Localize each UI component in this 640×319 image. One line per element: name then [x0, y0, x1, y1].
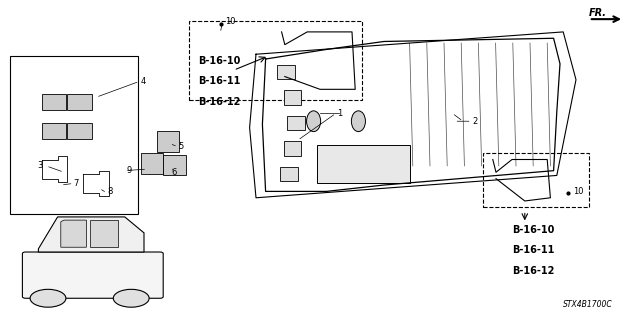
Circle shape — [30, 289, 66, 307]
Text: 7: 7 — [74, 179, 79, 188]
Text: B-16-10: B-16-10 — [198, 56, 241, 66]
Circle shape — [113, 289, 149, 307]
Bar — [67, 123, 92, 139]
Text: 8: 8 — [107, 187, 112, 196]
Bar — [163, 155, 186, 175]
Text: 5: 5 — [178, 142, 183, 151]
Text: 2: 2 — [472, 117, 477, 126]
Bar — [157, 131, 179, 152]
Text: 10: 10 — [225, 17, 236, 26]
Text: B-16-10: B-16-10 — [512, 225, 554, 235]
Bar — [287, 116, 305, 130]
Bar — [284, 90, 301, 105]
Text: B-16-11: B-16-11 — [512, 245, 554, 256]
Ellipse shape — [351, 111, 365, 132]
Polygon shape — [90, 220, 118, 247]
Text: B-16-11: B-16-11 — [198, 76, 241, 86]
Text: 10: 10 — [573, 187, 583, 196]
Polygon shape — [61, 220, 86, 247]
Ellipse shape — [307, 111, 321, 132]
Bar — [277, 65, 295, 79]
Text: B-16-12: B-16-12 — [512, 266, 554, 276]
Text: 6: 6 — [172, 168, 177, 177]
Text: FR.: FR. — [589, 8, 607, 18]
Polygon shape — [38, 217, 144, 252]
Bar — [67, 94, 92, 110]
Bar — [284, 141, 301, 156]
Bar — [280, 167, 298, 181]
Bar — [42, 123, 66, 139]
Text: 1: 1 — [337, 109, 342, 118]
FancyBboxPatch shape — [22, 252, 163, 298]
Bar — [141, 153, 163, 174]
Text: 3: 3 — [37, 161, 42, 170]
Bar — [42, 94, 66, 110]
Text: STX4B1700C: STX4B1700C — [563, 300, 613, 309]
Text: 4: 4 — [141, 77, 146, 86]
Text: B-16-12: B-16-12 — [198, 97, 241, 107]
Bar — [317, 145, 410, 183]
Text: 9: 9 — [127, 166, 132, 175]
